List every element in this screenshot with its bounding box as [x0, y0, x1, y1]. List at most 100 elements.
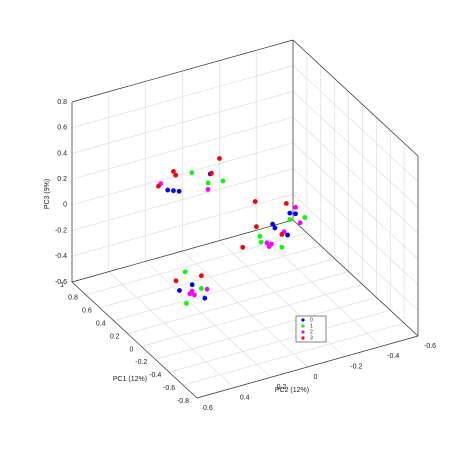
data-point [198, 273, 204, 279]
data-point [171, 168, 176, 174]
data-point [184, 300, 189, 306]
x-tick-label: 0.4 [96, 321, 106, 328]
data-point [297, 220, 303, 226]
y-tick-label: 0.4 [240, 395, 250, 402]
x-tick-label: -0.2 [135, 359, 147, 366]
legend-marker [301, 318, 305, 322]
y-tick-label: 0.2 [277, 384, 287, 391]
data-point [302, 215, 308, 220]
data-point [293, 211, 298, 217]
y-tick-label: -0.4 [387, 353, 399, 360]
axis-edge [71, 219, 294, 283]
grid-line [292, 142, 419, 260]
x-tick-label: 0 [130, 346, 134, 353]
data-point [264, 240, 270, 246]
x-axis-label: PC1 (12%) [113, 376, 147, 383]
axis-edge [292, 39, 419, 157]
data-point [205, 186, 211, 192]
grid-line [71, 65, 294, 129]
grid-line [71, 116, 294, 180]
legend-label: 2 [310, 329, 313, 335]
z-tick-label: 0.8 [57, 99, 67, 106]
data-point [252, 199, 258, 204]
axis-edge [71, 39, 294, 103]
grid-line [71, 193, 294, 257]
grid-line [292, 91, 419, 208]
grid-line [255, 230, 382, 347]
grid-line [182, 250, 308, 368]
legend-marker [301, 336, 305, 340]
grid-line [71, 168, 294, 231]
data-point [209, 170, 214, 176]
z-tick-label: 0.2 [57, 176, 67, 183]
data-point [173, 278, 179, 284]
grid-line [145, 261, 271, 378]
legend-box [295, 315, 327, 343]
data-point [198, 286, 204, 291]
x-tick-label: 0.8 [68, 295, 78, 302]
data-point [182, 269, 188, 275]
axis-edge [71, 281, 198, 399]
data-point [187, 291, 193, 297]
data-point [220, 178, 226, 184]
grid-line [292, 116, 419, 234]
grid-line [292, 65, 419, 182]
data-point [285, 232, 290, 238]
data-point [287, 217, 293, 222]
data-point [177, 288, 182, 293]
axis-edge [196, 335, 419, 399]
data-point [279, 231, 285, 237]
legend-marker [301, 324, 305, 328]
data-point [287, 210, 293, 216]
data-point [272, 225, 278, 231]
data-point [173, 172, 179, 178]
grid-line [292, 168, 419, 285]
data-point [189, 170, 195, 176]
data-point [192, 292, 197, 298]
legend-label: 1 [310, 323, 313, 329]
y-axis-label: PC2 (12%) [275, 387, 309, 394]
data-point [270, 221, 276, 227]
z-tick-label: -0.6 [55, 279, 67, 286]
x-tick-label: 0.2 [110, 333, 120, 340]
data-point [217, 156, 222, 161]
z-axis-label: PC3 (9%) [44, 179, 51, 209]
grid-line [71, 142, 294, 206]
data-point [283, 201, 289, 206]
data-point [269, 241, 274, 247]
data-point [189, 282, 195, 288]
data-point [165, 187, 171, 193]
grid-line [71, 91, 294, 154]
x-tick-label: 1 [60, 282, 64, 289]
data-point [257, 233, 263, 239]
data-point [202, 295, 208, 301]
legend-label: 0 [310, 317, 313, 323]
z-tick-label: 0.6 [57, 125, 67, 132]
axis-edge [292, 219, 419, 337]
z-tick-label: -0.4 [55, 253, 67, 260]
data-point [156, 183, 161, 189]
x-tick-label: -0.8 [177, 398, 189, 405]
x-tick-label: -0.6 [163, 385, 175, 392]
data-point [205, 180, 211, 186]
legend-marker [301, 330, 305, 334]
data-point [204, 286, 210, 292]
data-point [171, 188, 176, 194]
data-point [279, 244, 285, 250]
z-tick-label: 0.4 [57, 150, 67, 157]
x-tick-label: 0.6 [82, 308, 92, 315]
z-tick-label: -0.2 [55, 227, 67, 234]
data-point [254, 224, 259, 230]
grid-line [108, 271, 235, 388]
data-point [293, 204, 298, 210]
y-tick-label: 0.6 [203, 405, 213, 412]
y-tick-label: -0.6 [424, 343, 436, 350]
grid-line [292, 194, 419, 311]
y-tick-label: 0 [314, 374, 318, 381]
data-point [176, 188, 182, 194]
y-tick-label: -0.2 [350, 364, 362, 371]
data-point [258, 239, 264, 245]
legend-label: 3 [310, 335, 313, 341]
x-tick-label: -0.4 [149, 372, 161, 379]
